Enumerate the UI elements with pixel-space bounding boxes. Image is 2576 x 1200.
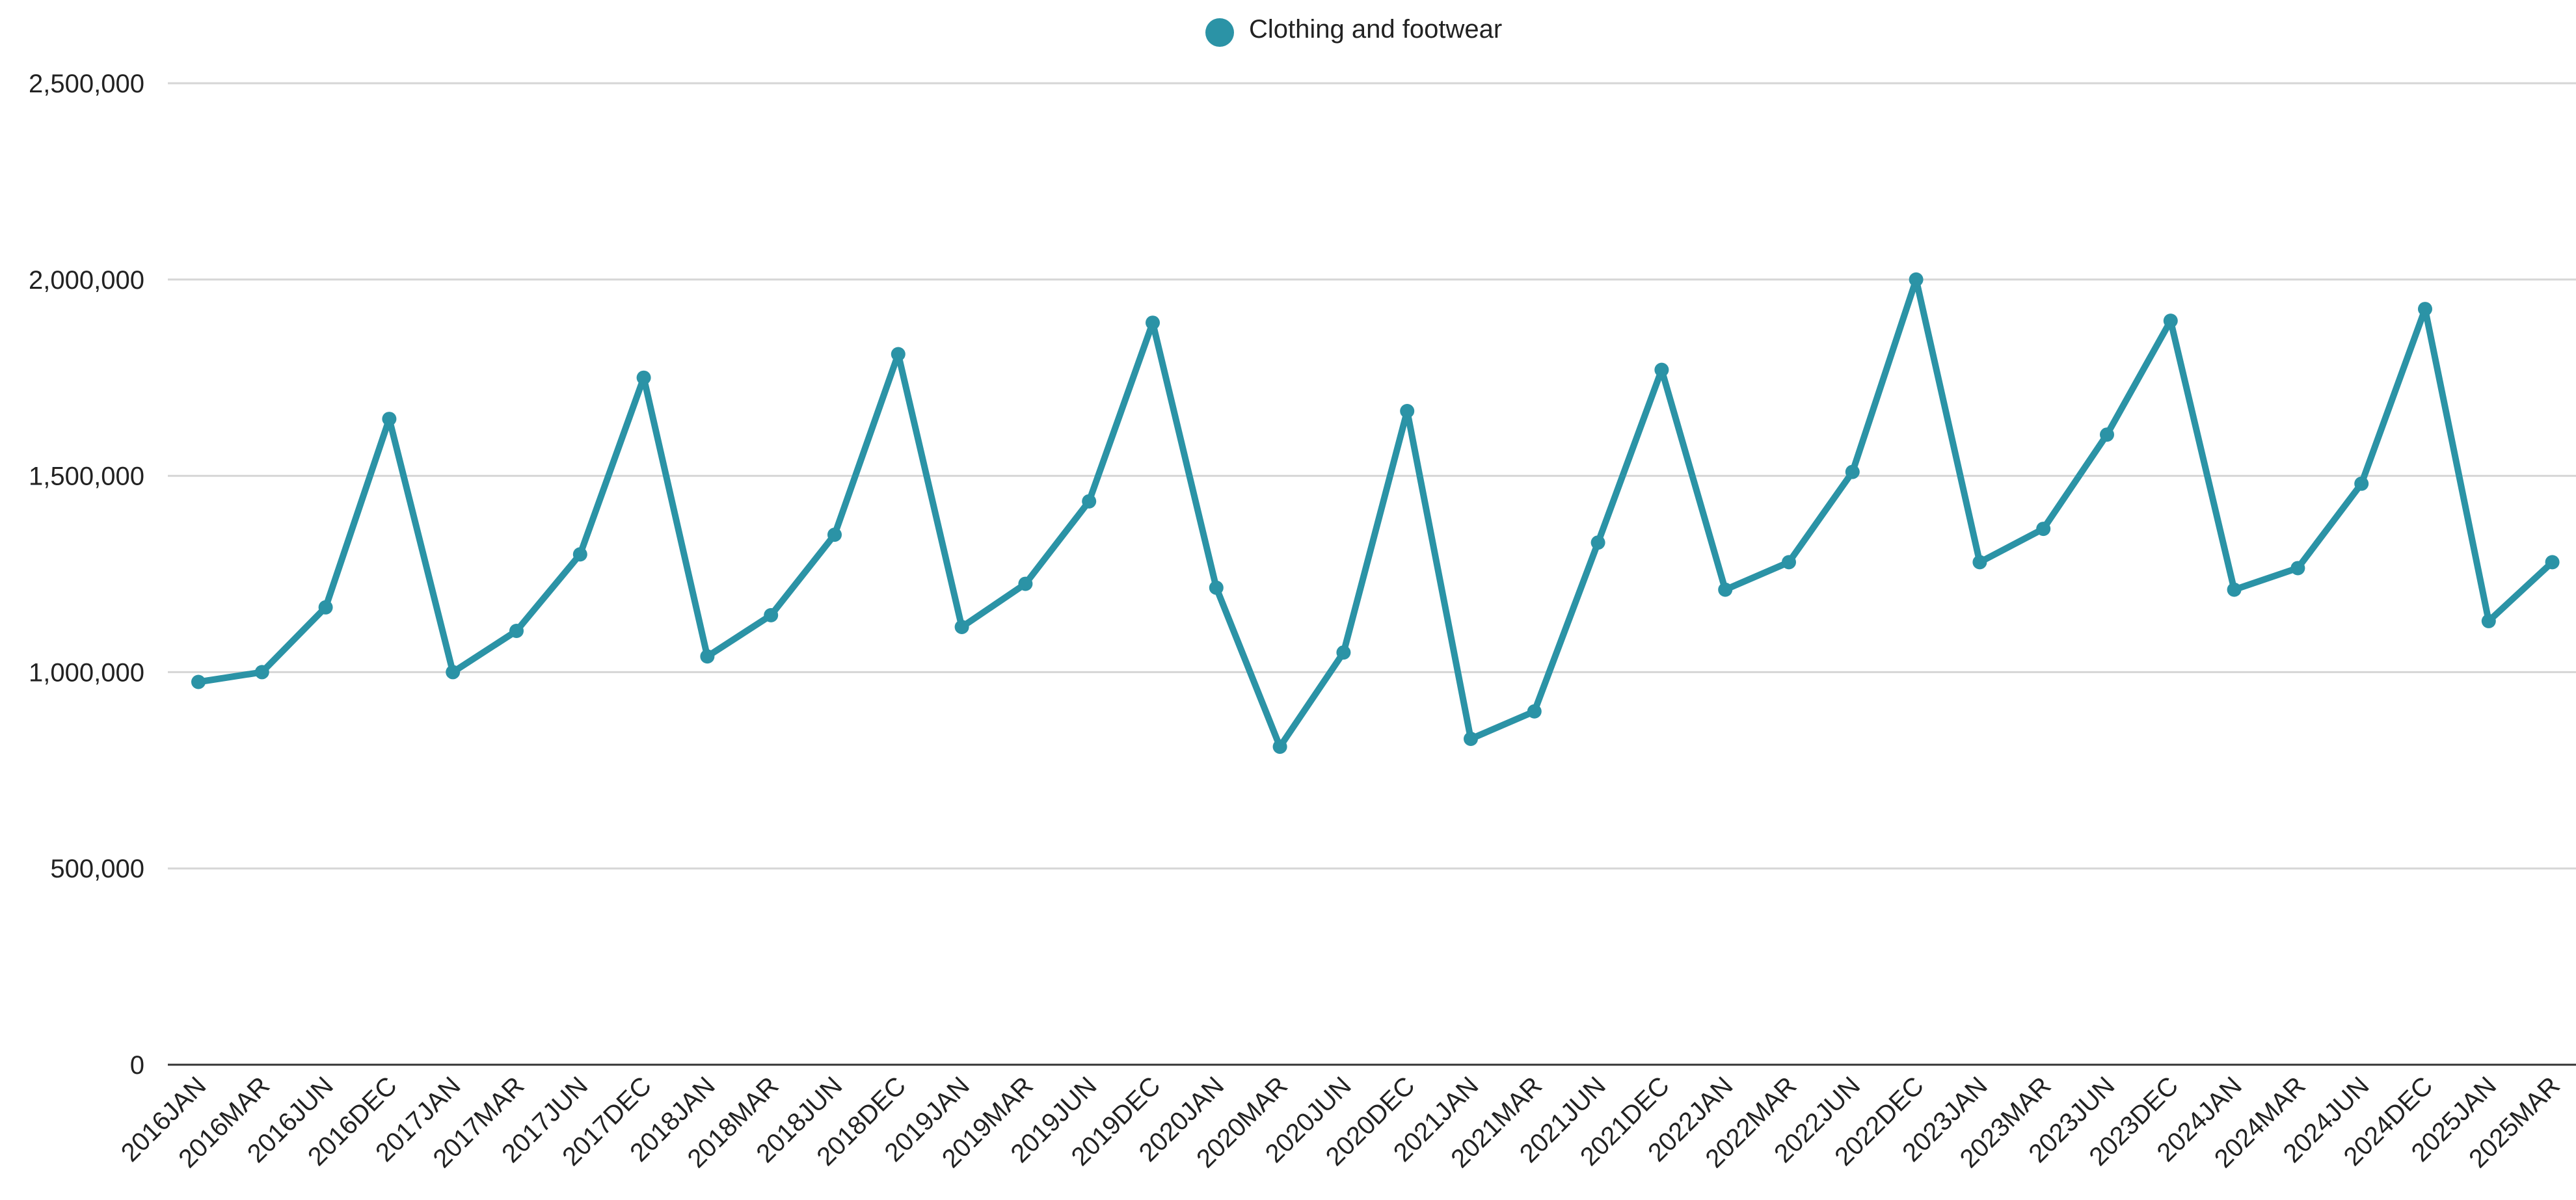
data-point	[572, 547, 587, 562]
data-point	[2481, 613, 2496, 628]
data-point	[2545, 555, 2560, 570]
legend-marker	[1205, 18, 1234, 47]
y-tick-label: 1,500,000	[29, 462, 144, 491]
data-point	[2227, 582, 2242, 597]
y-tick-label: 2,500,000	[29, 70, 144, 98]
data-point	[318, 600, 333, 615]
data-point	[2354, 476, 2369, 491]
y-tick-label: 0	[130, 1051, 144, 1080]
data-point	[446, 665, 461, 680]
data-point	[1464, 732, 1478, 747]
data-point	[2290, 561, 2305, 576]
data-point	[2100, 427, 2114, 442]
data-point	[1654, 362, 1669, 377]
data-point	[954, 619, 969, 634]
data-point	[1782, 555, 1796, 570]
y-axis: 0 500,000 1,000,000 1,500,000 2,000,000 2,500…	[29, 70, 144, 1080]
data-point	[1018, 576, 1033, 591]
data-point	[700, 649, 715, 664]
data-point	[2418, 302, 2432, 317]
data-point	[254, 665, 269, 680]
data-point	[764, 607, 779, 622]
data-point	[1590, 535, 1605, 550]
data-point	[1272, 740, 1287, 754]
x-axis: 2016JAN2016MAR2016JUN2016DEC2017JAN2017M…	[116, 1071, 2566, 1173]
series-layer	[191, 272, 2560, 754]
data-point	[1336, 645, 1351, 660]
data-point	[1527, 704, 1542, 719]
grid-layer	[168, 82, 2576, 1066]
data-point	[191, 674, 206, 689]
data-point	[509, 624, 524, 639]
y-tick-label: 2,000,000	[29, 266, 144, 295]
legend-label: Clothing and footwear	[1249, 15, 1502, 44]
y-tick-label: 500,000	[50, 855, 144, 883]
data-point	[1845, 464, 1860, 479]
data-point	[1146, 315, 1160, 330]
data-point	[1082, 494, 1097, 509]
data-point	[1209, 580, 1224, 595]
y-tick-label: 1,000,000	[29, 658, 144, 687]
data-point	[2163, 313, 2178, 328]
data-point	[382, 412, 397, 427]
data-point	[1972, 555, 1987, 570]
series-line	[195, 276, 2556, 751]
data-point	[1909, 272, 1924, 287]
data-point	[891, 347, 906, 362]
data-point	[2036, 522, 2051, 537]
data-point	[1400, 404, 1415, 419]
data-point	[636, 370, 651, 385]
legend: Clothing and footwear	[1205, 15, 1502, 47]
data-point	[827, 527, 842, 542]
data-point	[1718, 582, 1733, 597]
